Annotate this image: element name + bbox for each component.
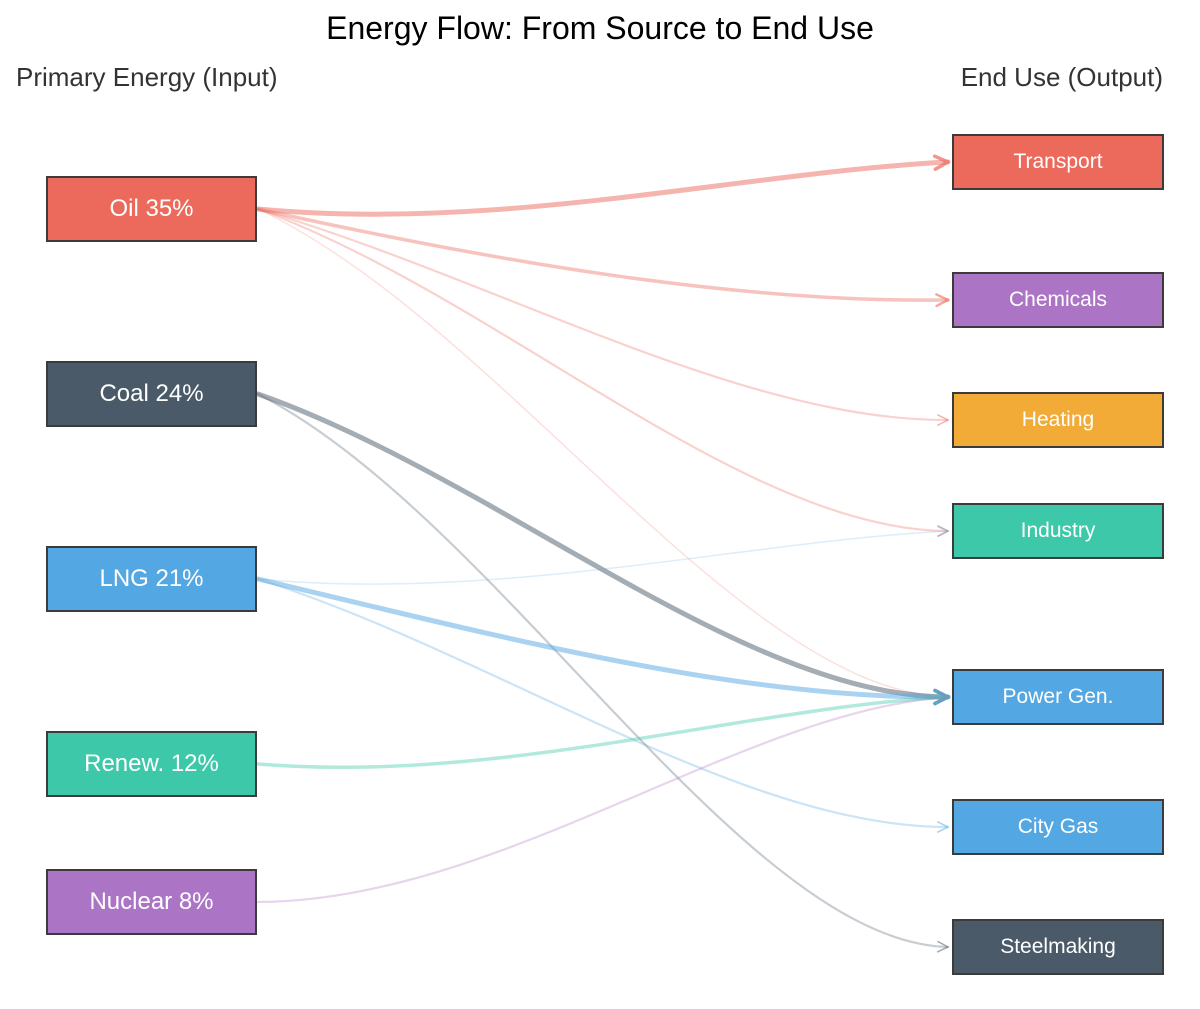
arrowhead-oil-to-chemicals [935,293,950,308]
arrowhead-oil-to-heating [937,414,949,426]
arrowhead-nuclear-to-power [936,691,949,704]
target-node-heating: Heating [952,392,1164,448]
input-column-heading: Primary Energy (Input) [16,62,278,92]
arrowhead-coal-to-steel [936,940,949,953]
arrowhead-lng-to-citygas [937,821,949,833]
arrowhead-oil-to-industry [936,525,949,537]
source-node-renewables: Renew. 12% [46,731,257,797]
flow-oil-to-heating [256,207,950,422]
flow-oil-to-chemicals [256,207,950,302]
flow-lng-to-power [255,576,951,700]
diagram-title: Energy Flow: From Source to End Use [326,10,874,46]
target-node-industry: Industry [952,503,1164,559]
flow-oil-to-transport [255,159,951,217]
flow-lng-to-industry [257,530,949,585]
flow-coal-to-steel [256,392,950,949]
source-node-nuclear: Nuclear 8% [46,869,257,935]
source-node-lng: LNG 21% [46,546,257,612]
output-column-heading: End Use (Output) [960,62,1163,92]
target-node-transport: Transport [952,134,1164,190]
flow-nuclear-to-power [256,695,950,904]
source-node-oil: Oil 35% [46,176,257,242]
target-node-city-gas: City Gas [952,799,1164,855]
flow-coal-to-power [255,391,951,700]
flow-oil-to-industry [256,207,950,533]
flow-oil-to-power [257,208,949,698]
target-node-power-gen: Power Gen. [952,669,1164,725]
source-node-coal: Coal 24% [46,361,257,427]
flow-lng-to-citygas [256,577,950,829]
target-node-chemicals: Chemicals [952,272,1164,328]
target-node-steelmaking: Steelmaking [952,919,1164,975]
arrowhead-oil-to-transport [932,154,950,171]
arrowhead-lng-to-industry [937,526,949,537]
flow-renew-to-power [256,695,950,770]
